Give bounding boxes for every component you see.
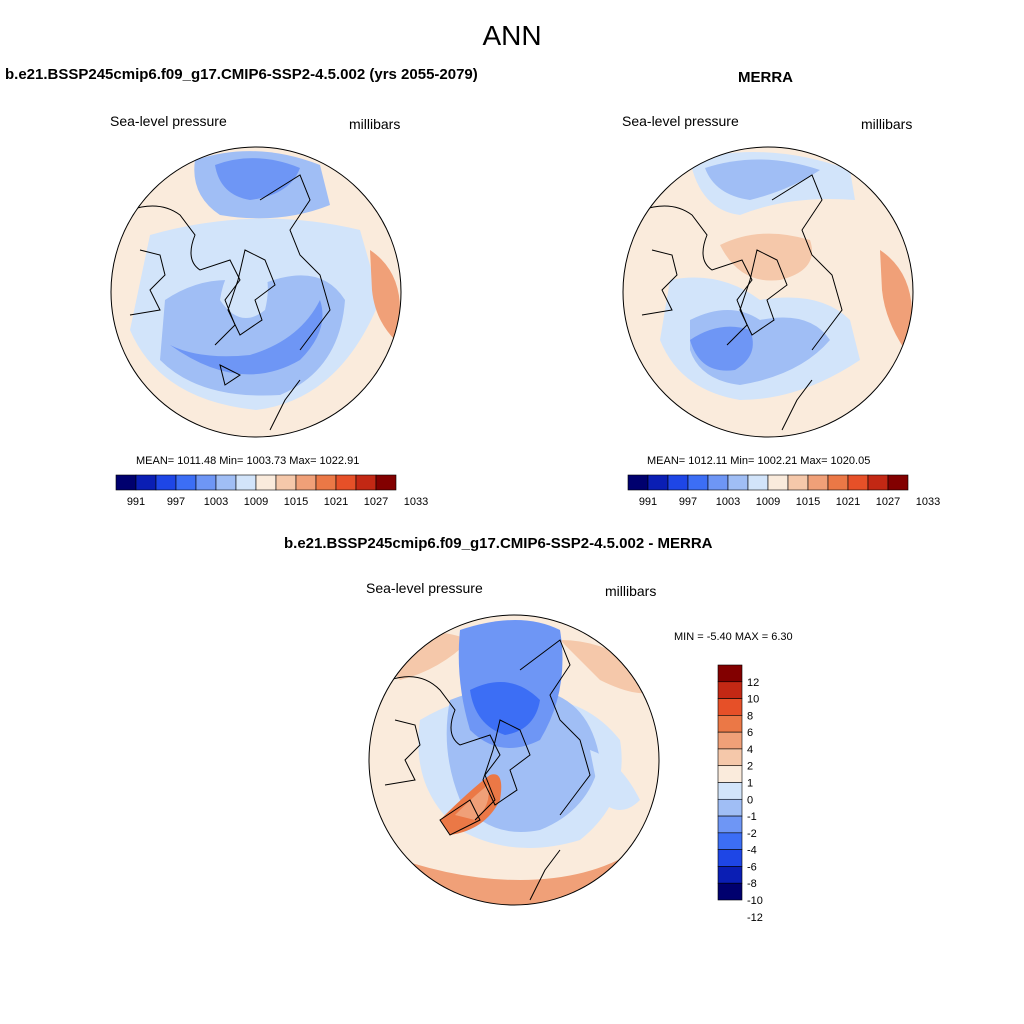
obs-stats: MEAN= 1012.11 Min= 1002.21 Max= 1020.05 bbox=[647, 455, 871, 467]
figure-title: ANN bbox=[482, 20, 542, 51]
diff-colorbar-tick-label: -6 bbox=[747, 861, 757, 873]
obs-colorbar-tick-label: 1033 bbox=[916, 496, 940, 508]
model-colorbar-swatch bbox=[375, 474, 397, 491]
model-colorbar-tick-label: 997 bbox=[167, 496, 185, 508]
obs-colorbar-tick-label: 1009 bbox=[756, 496, 780, 508]
model-colorbar-swatch bbox=[155, 474, 177, 491]
obs-units-label: millibars bbox=[861, 116, 913, 132]
diff-polar-map bbox=[368, 614, 660, 906]
model-colorbar-swatch bbox=[255, 474, 277, 491]
model-colorbar-swatch bbox=[195, 474, 217, 491]
model-colorbar-swatch bbox=[115, 474, 137, 491]
diff-colorbar-swatch bbox=[717, 715, 743, 733]
obs-colorbar-tick-label: 1015 bbox=[796, 496, 820, 508]
diff-units-label: millibars bbox=[605, 583, 657, 599]
obs-colorbar-tick-label: 997 bbox=[679, 496, 697, 508]
diff-colorbar-swatch bbox=[717, 664, 743, 683]
obs-colorbar-swatch bbox=[687, 474, 709, 491]
obs-colorbar-swatch bbox=[647, 474, 669, 491]
model-colorbar-swatch bbox=[355, 474, 377, 491]
obs-colorbar-tick-label: 1003 bbox=[716, 496, 740, 508]
diff-colorbar-swatch bbox=[717, 866, 743, 884]
obs-panel-title: MERRA bbox=[738, 69, 793, 86]
obs-colorbar-swatch bbox=[847, 474, 869, 491]
diff-colorbar-swatch bbox=[717, 815, 743, 834]
diff-colorbar-tick-label: -2 bbox=[747, 828, 757, 840]
diff-colorbar-swatch bbox=[717, 765, 743, 783]
diff-colorbar-tick-label: -4 bbox=[747, 845, 757, 857]
model-colorbar-swatch bbox=[295, 474, 317, 491]
diff-colorbar-swatch bbox=[717, 849, 743, 867]
model-colorbar-tick-label: 1021 bbox=[324, 496, 348, 508]
model-stats: MEAN= 1011.48 Min= 1003.73 Max= 1022.91 bbox=[136, 455, 360, 467]
model-colorbar-tick-label: 1033 bbox=[404, 496, 428, 508]
model-colorbar-swatch bbox=[275, 474, 297, 491]
model-colorbar-tick-label: 1009 bbox=[244, 496, 268, 508]
diff-colorbar-swatch bbox=[717, 782, 743, 800]
diff-colorbar-tick-label: 2 bbox=[747, 761, 753, 773]
diff-colorbar-tick-label: 4 bbox=[747, 744, 753, 756]
model-colorbar: 991 997 1003 1009 1015 1021 1027 1033 bbox=[115, 474, 428, 508]
diff-colorbar-tick-label: 8 bbox=[747, 710, 753, 722]
model-polar-map bbox=[110, 146, 402, 438]
obs-colorbar-tick-label: 991 bbox=[639, 496, 657, 508]
model-colorbar-swatch bbox=[135, 474, 157, 491]
diff-stats: MIN = -5.40 MAX = 6.30 bbox=[674, 631, 793, 643]
diff-colorbar-tick-label: -10 bbox=[747, 895, 763, 907]
model-colorbar-swatch bbox=[175, 474, 197, 491]
diff-colorbar-swatch bbox=[717, 698, 743, 716]
diff-colorbar-swatch bbox=[717, 681, 743, 699]
diff-colorbar-tick-label: -12 bbox=[747, 912, 763, 924]
obs-colorbar-swatch bbox=[807, 474, 829, 491]
diff-colorbar-tick-label: 6 bbox=[747, 727, 753, 739]
obs-polar-map bbox=[622, 146, 914, 438]
diff-colorbar-tick-label: 1 bbox=[747, 778, 753, 790]
obs-colorbar-tick-label: 1021 bbox=[836, 496, 860, 508]
model-colorbar-tick-label: 991 bbox=[127, 496, 145, 508]
obs-colorbar-swatch bbox=[747, 474, 769, 491]
model-colorbar-swatch bbox=[215, 474, 237, 491]
obs-colorbar-tick-label: 1027 bbox=[876, 496, 900, 508]
model-units-label: millibars bbox=[349, 116, 401, 132]
obs-colorbar-swatch bbox=[727, 474, 749, 491]
obs-colorbar-swatch bbox=[827, 474, 849, 491]
diff-colorbar-tick-label: -1 bbox=[747, 811, 757, 823]
diff-colorbar-tick-label: 0 bbox=[747, 794, 753, 806]
model-colorbar-swatch bbox=[315, 474, 337, 491]
diff-colorbar-tick-label: -8 bbox=[747, 878, 757, 890]
obs-colorbar-swatch bbox=[767, 474, 789, 491]
diff-colorbar-swatch bbox=[717, 731, 743, 750]
model-colorbar-tick-label: 1003 bbox=[204, 496, 228, 508]
obs-colorbar-swatch bbox=[627, 474, 649, 491]
diff-colorbar-swatch bbox=[717, 832, 743, 850]
obs-colorbar-swatch bbox=[887, 474, 909, 491]
model-colorbar-swatch bbox=[235, 474, 257, 491]
model-variable-label: Sea-level pressure bbox=[110, 113, 227, 129]
diff-colorbar-swatch bbox=[717, 882, 743, 901]
obs-colorbar-swatch bbox=[707, 474, 729, 491]
diff-colorbar-tick-label: 12 bbox=[747, 677, 759, 689]
model-colorbar-tick-label: 1015 bbox=[284, 496, 308, 508]
diff-colorbar-swatch bbox=[717, 798, 743, 817]
diff-colorbar-swatch bbox=[717, 748, 743, 767]
model-colorbar-tick-label: 1027 bbox=[364, 496, 388, 508]
obs-variable-label: Sea-level pressure bbox=[622, 113, 739, 129]
obs-colorbar-swatch bbox=[867, 474, 889, 491]
diff-colorbar-tick-label: 10 bbox=[747, 694, 759, 706]
obs-colorbar: 991 997 1003 1009 1015 1021 1027 1033 bbox=[627, 474, 940, 508]
obs-colorbar-swatch bbox=[787, 474, 809, 491]
model-colorbar-swatch bbox=[335, 474, 357, 491]
diff-panel-title: b.e21.BSSP245cmip6.f09_g17.CMIP6-SSP2-4.… bbox=[284, 535, 713, 552]
diff-variable-label: Sea-level pressure bbox=[366, 580, 483, 596]
obs-colorbar-swatch bbox=[667, 474, 689, 491]
model-panel-title: b.e21.BSSP245cmip6.f09_g17.CMIP6-SSP2-4.… bbox=[5, 66, 478, 83]
